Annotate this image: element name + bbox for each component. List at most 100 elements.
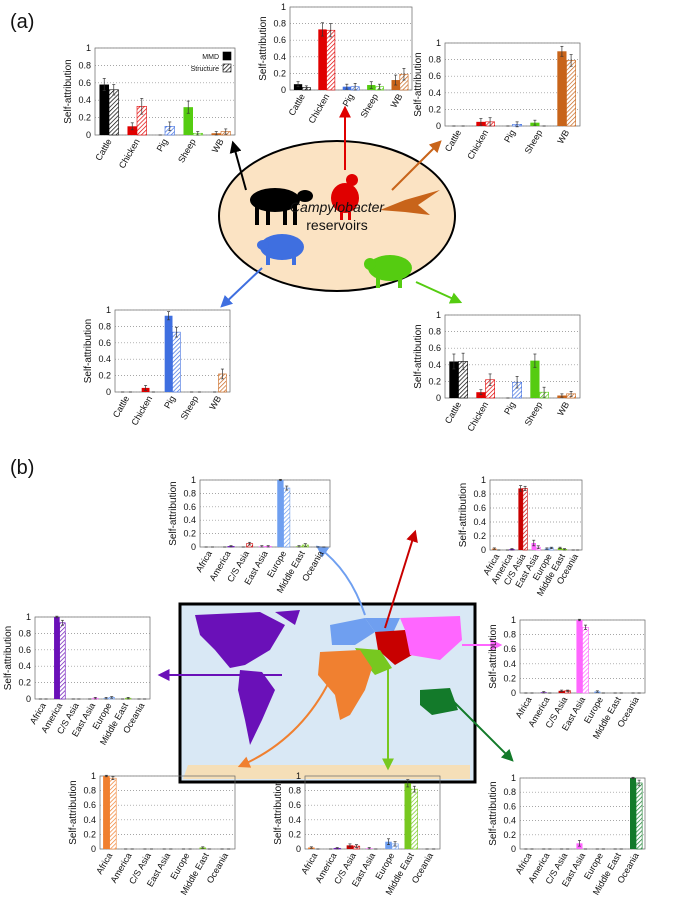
y-tick-label: 1: [481, 475, 486, 485]
y-tick-label: 0.8: [18, 628, 31, 638]
arrow: [415, 281, 463, 304]
y-axis-label: Self-attribution: [413, 324, 424, 388]
legend-swatch: [222, 63, 232, 73]
y-tick-label: 0.2: [503, 830, 516, 840]
y-tick-label: 0: [511, 844, 516, 854]
x-tick-label: WB: [207, 394, 223, 412]
error-bar: [167, 311, 171, 321]
arrow: [220, 267, 263, 308]
y-tick-label: 1: [511, 773, 516, 783]
bar: [404, 783, 412, 849]
y-tick-label: 0.2: [428, 104, 441, 114]
plot-frame: [289, 6, 413, 91]
plot-frame: [99, 775, 236, 850]
y-tick-label: 0.6: [428, 343, 441, 353]
bar: [277, 480, 284, 547]
y-axis-label: Self-attribution: [488, 781, 499, 845]
cattle-icon: [250, 188, 313, 225]
error-bar: [329, 23, 333, 38]
error-bar: [545, 547, 549, 550]
x-tick-label: Cattle: [287, 92, 307, 117]
error-bar: [186, 100, 190, 114]
bar: [127, 126, 137, 135]
y-tick-label: 0.8: [428, 327, 441, 337]
bar: [558, 690, 565, 693]
error-bar: [266, 545, 270, 548]
bar: [103, 776, 110, 849]
error-bar: [515, 376, 519, 389]
bar: [530, 360, 540, 398]
y-tick-label: 0: [436, 393, 441, 403]
y-tick-label: 0.8: [503, 787, 516, 797]
y-tick-label: 0.8: [428, 55, 441, 65]
x-tick-label: Pig: [155, 137, 170, 153]
x-tick-label: Cattle: [93, 137, 113, 162]
y-tick-label: 1: [86, 43, 91, 53]
y-tick-label: 0.2: [273, 68, 286, 78]
error-bar: [353, 83, 357, 91]
error-bar: [201, 846, 205, 849]
y-tick-label: 0.2: [83, 829, 96, 839]
x-tick-label: Cattle: [443, 400, 463, 425]
error-bar: [248, 541, 252, 546]
plot-frame: [489, 479, 583, 551]
error-bar: [55, 615, 59, 619]
y-tick-label: 0: [86, 130, 91, 140]
arrow: [391, 140, 442, 191]
error-bar: [394, 74, 398, 86]
y-tick-label: 1: [511, 615, 516, 625]
y-tick-label: 0.2: [503, 673, 516, 683]
bar: [566, 60, 576, 127]
bar: [531, 543, 536, 550]
bar: [557, 547, 563, 550]
error-bar: [566, 689, 570, 692]
y-tick-label: 1: [436, 38, 441, 48]
y-tick-label: 0.6: [503, 801, 516, 811]
bar-chart: 00.20.40.60.81Self-attributionAfricaAmer…: [458, 475, 583, 598]
y-tick-label: 1: [91, 771, 96, 781]
y-tick-label: 0.2: [78, 113, 91, 123]
y-axis-label: Self-attribution: [168, 481, 179, 545]
y-tick-label: 0.4: [78, 95, 91, 105]
bird-icon: [380, 190, 440, 215]
y-tick-label: 0.2: [183, 529, 196, 539]
error-bar: [130, 122, 134, 131]
y-tick-label: 0.6: [473, 503, 486, 513]
x-tick-label: Pig: [341, 92, 356, 108]
y-tick-label: 0.2: [288, 829, 301, 839]
arrow: [449, 697, 514, 762]
error-bar: [112, 84, 116, 96]
x-tick-label: Sheep: [176, 137, 198, 165]
y-tick-label: 0.4: [18, 661, 31, 671]
bar: [449, 361, 459, 398]
y-tick-label: 0.2: [18, 678, 31, 688]
error-bar: [412, 785, 416, 793]
error-bar: [348, 843, 352, 848]
error-bar: [595, 690, 599, 693]
error-bar: [637, 779, 641, 787]
y-tick-label: 0.4: [428, 360, 441, 370]
y-tick-label: 0.8: [183, 488, 196, 498]
error-bar: [532, 539, 536, 547]
error-bar: [515, 121, 519, 128]
bar: [59, 622, 66, 700]
center-label: reservoirs: [306, 217, 367, 233]
y-tick-label: 0: [26, 694, 31, 704]
error-bar: [542, 386, 546, 398]
x-tick-label: Pig: [502, 400, 517, 416]
x-tick-label: Cattle: [443, 128, 463, 153]
x-tick-label: Sheep: [358, 92, 380, 120]
error-bar: [168, 121, 172, 131]
bar: [164, 315, 173, 392]
y-tick-label: 0: [281, 85, 286, 95]
error-bar: [285, 485, 289, 491]
bar: [54, 617, 60, 699]
panel-label: (a): [10, 11, 34, 33]
error-bar: [320, 22, 324, 37]
error-bar: [549, 546, 553, 549]
error-bar: [584, 624, 588, 630]
y-tick-label: 0.8: [503, 630, 516, 640]
arrow: [237, 679, 331, 768]
